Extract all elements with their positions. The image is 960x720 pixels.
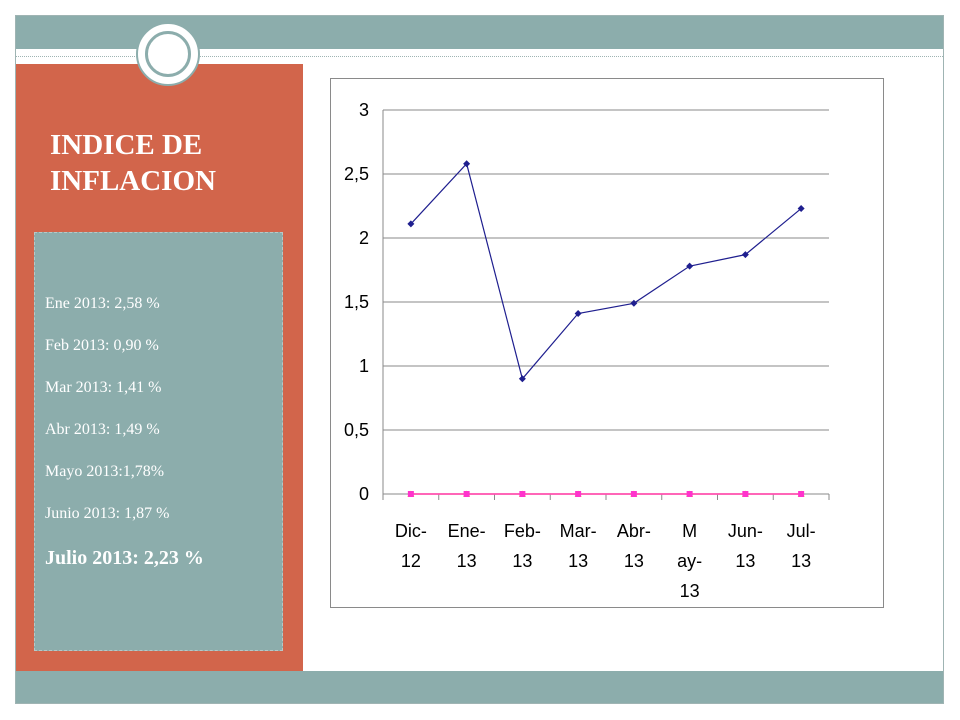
series-1-point bbox=[798, 491, 805, 497]
inflation-line-chart: 0 0,5 1 1,5 2 2,5 3 Dic-12 Ene-13 Feb-13 Mar-13 Abr… bbox=[344, 100, 830, 601]
series-1-point bbox=[463, 491, 470, 497]
y-tick-label: 0,5 bbox=[344, 420, 369, 440]
list-item-julio: Julio 2013: 2,23 % bbox=[45, 547, 204, 569]
y-tick-label: 1 bbox=[359, 356, 369, 376]
x-tick-label: Abr-13 bbox=[617, 521, 651, 571]
bottom-band bbox=[16, 671, 943, 703]
series-1-point bbox=[575, 491, 582, 497]
series-1-point bbox=[630, 491, 637, 497]
x-tick-label: Jun-13 bbox=[728, 521, 763, 571]
y-tick-label: 2,5 bbox=[344, 164, 369, 184]
header-rule bbox=[16, 56, 943, 57]
series-0-point bbox=[574, 310, 582, 318]
inflation-list-box: Ene 2013: 2,58 % Feb 2013: 0,90 % Mar 20… bbox=[34, 232, 283, 651]
list-item-mar: Mar 2013: 1,41 % bbox=[45, 379, 162, 396]
circle-badge-icon bbox=[136, 22, 200, 86]
x-tick-label: Ene-13 bbox=[448, 521, 486, 571]
y-tick-label: 2 bbox=[359, 228, 369, 248]
series-0-point bbox=[686, 262, 694, 270]
chart-container: 0 0,5 1 1,5 2 2,5 3 Dic-12 Ene-13 Feb-13 Mar-13 Abr… bbox=[330, 78, 884, 608]
list-item-abr: Abr 2013: 1,49 % bbox=[45, 421, 160, 438]
series-0-point bbox=[407, 220, 415, 228]
series-0-point bbox=[463, 160, 471, 168]
series-0-point bbox=[630, 299, 638, 307]
series-1-point bbox=[686, 491, 693, 497]
circle-badge-inner bbox=[145, 31, 191, 77]
slide-title: INDICE DE INFLACION bbox=[50, 129, 216, 197]
series-0-point bbox=[518, 375, 526, 383]
series-1-point bbox=[407, 491, 414, 497]
list-item-feb: Feb 2013: 0,90 % bbox=[45, 337, 159, 354]
x-tick-label: Feb-13 bbox=[504, 521, 541, 571]
series-1-point bbox=[519, 491, 526, 497]
list-item-mayo: Mayo 2013:1,78% bbox=[45, 463, 165, 480]
series-1-point bbox=[742, 491, 749, 497]
series-0-point bbox=[741, 251, 749, 259]
y-tick-label: 0 bbox=[359, 484, 369, 504]
series-0-line bbox=[410, 162, 802, 381]
x-tick-label: Dic-12 bbox=[395, 521, 427, 571]
series-0-point bbox=[797, 205, 805, 213]
list-item-junio: Junio 2013: 1,87 % bbox=[45, 505, 170, 522]
y-tick-label: 1,5 bbox=[344, 292, 369, 312]
x-tick-label: Mar-13 bbox=[560, 521, 597, 571]
list-item-ene: Ene 2013: 2,58 % bbox=[45, 295, 160, 312]
y-tick-label: 3 bbox=[359, 100, 369, 120]
x-tick-label: Jul-13 bbox=[787, 521, 816, 571]
